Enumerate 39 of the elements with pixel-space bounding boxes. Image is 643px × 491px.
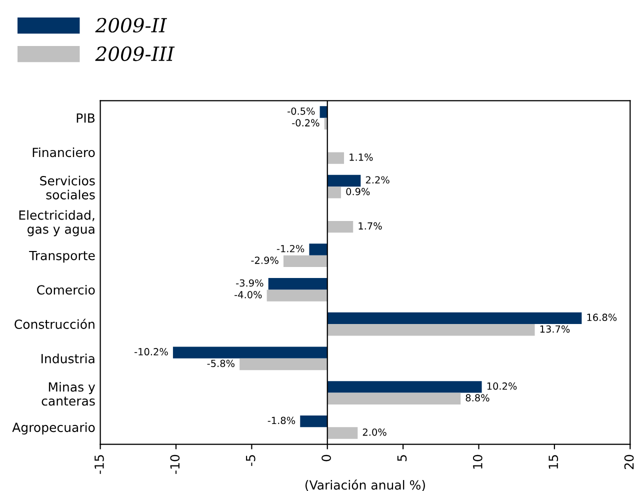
data-label: 13.7% (540, 325, 570, 333)
data-label: 10.2% (487, 382, 517, 390)
x-tick-label: 10 (472, 454, 482, 469)
x-tick-label: 0 (322, 454, 332, 462)
data-label: -3.9% (236, 279, 264, 287)
data-label: -0.2% (292, 119, 320, 127)
y-tick-label: Electricidad, gas y agua (19, 210, 94, 236)
y-tick-label: Servicios sociales (40, 176, 95, 200)
x-tick-label: 15 (548, 455, 558, 469)
data-label: 1.1% (350, 154, 373, 161)
y-tick-label: Construcción (14, 318, 94, 329)
data-label: -5.8% (207, 360, 234, 368)
y-tick-label: Industria (42, 354, 94, 364)
data-label: -1.8% (268, 416, 296, 424)
data-label: 2.0% (362, 428, 386, 436)
y-tick-label: Agropecuario (12, 422, 95, 435)
data-label: -0.5% (288, 107, 315, 115)
data-label: -2.9% (251, 256, 278, 264)
y-tick-label: Comercio (37, 284, 95, 295)
data-label: -4.0% (234, 291, 262, 298)
y-tick-label: Transporte (29, 250, 95, 263)
data-label: 8.8% (466, 394, 490, 402)
x-tick-label: -5 (246, 455, 256, 466)
x-axis-title: (Variación anual %) (305, 480, 425, 491)
y-tick-label: PIB (76, 113, 95, 123)
x-tick-label: 20 (624, 454, 634, 470)
data-label: 2.2% (366, 176, 390, 184)
x-tick-label: -10 (170, 454, 180, 474)
data-label: -10.2% (134, 348, 168, 356)
y-tick-label: Financiero (32, 147, 95, 158)
data-label: 16.8% (587, 314, 617, 322)
legend-label: 2009-II (95, 18, 168, 33)
legend-label: 2009-III (95, 46, 175, 62)
data-label: 1.7% (358, 222, 382, 230)
x-tick-label: -15 (94, 455, 104, 474)
y-tick-label: Minas y canteras (42, 382, 96, 406)
data-label: -1.2% (276, 244, 304, 252)
x-tick-label: 5 (397, 455, 407, 462)
data-label: 0.9% (346, 188, 370, 196)
